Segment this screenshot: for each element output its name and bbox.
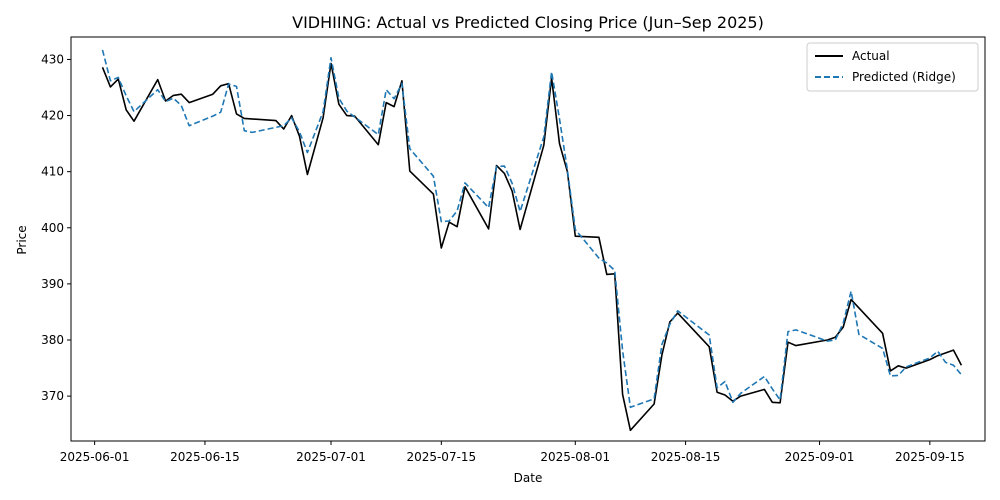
x-tick-label: 2025-06-01 — [60, 450, 130, 464]
y-tick-label: 420 — [41, 109, 64, 123]
x-tick-label: 2025-08-15 — [651, 450, 721, 464]
series-line-predicted — [101, 49, 963, 409]
plot-frame — [70, 36, 986, 442]
plot-lines — [101, 49, 963, 432]
y-tick-label: 400 — [41, 221, 64, 235]
legend: Actual Predicted (Ridge) — [806, 42, 979, 92]
chart-title: VIDHIING: Actual vs Predicted Closing Pr… — [292, 13, 764, 32]
y-tick-label: 380 — [41, 333, 64, 347]
x-tick-label: 2025-07-01 — [296, 450, 366, 464]
legend-label-predicted: Predicted (Ridge) — [852, 70, 956, 84]
y-tick-label: 390 — [41, 277, 64, 291]
y-tick-label: 370 — [41, 389, 64, 403]
x-tick-label: 2025-09-01 — [785, 450, 855, 464]
y-axis-label: Price — [15, 225, 29, 254]
x-tick-label: 2025-07-15 — [406, 450, 476, 464]
x-tick-label: 2025-06-15 — [170, 450, 240, 464]
y-tick-label: 410 — [41, 165, 64, 179]
x-axis: 2025-06-01 2025-06-15 2025-07-01 2025-07-15… — [60, 441, 965, 464]
x-axis-label: Date — [514, 471, 543, 485]
x-tick-label: 2025-09-15 — [895, 450, 965, 464]
series-line-actual — [101, 62, 963, 432]
x-tick-label: 2025-08-01 — [540, 450, 610, 464]
y-axis: 370 380 390 400 410 420 430 — [41, 52, 71, 403]
legend-label-actual: Actual — [852, 49, 890, 63]
y-tick-label: 430 — [41, 52, 64, 66]
legend-box — [806, 42, 979, 92]
